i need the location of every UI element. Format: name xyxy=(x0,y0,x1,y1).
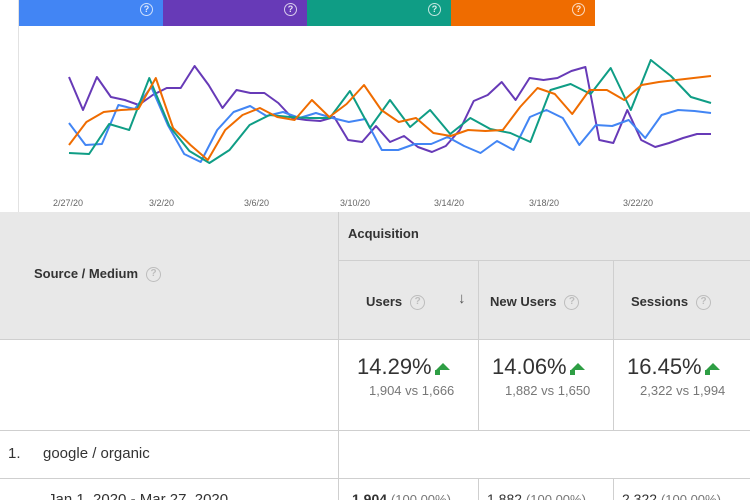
sessions-change: 16.45% xyxy=(627,354,725,380)
new-users-label[interactable]: New Users xyxy=(490,294,557,309)
metric-tab-bounce-rate[interactable]: ? xyxy=(451,0,595,26)
new-users-date-share: (100.00%) xyxy=(525,492,586,500)
divider xyxy=(613,340,614,430)
arrow-up-icon xyxy=(570,363,585,370)
divider xyxy=(338,212,339,500)
help-icon[interactable]: ? xyxy=(572,3,585,16)
series-line-3 xyxy=(68,75,712,161)
new-users-compare: 1,882 vs 1,650 xyxy=(505,383,591,398)
arrow-up-icon xyxy=(435,363,450,370)
new-users-change-value: 14.06% xyxy=(492,354,567,379)
source-medium-label-wrap: Source / Medium? xyxy=(34,266,162,283)
source-medium-header xyxy=(0,212,338,339)
users-label-wrap: Users? xyxy=(366,294,426,311)
users-change: 14.29% xyxy=(357,354,455,380)
divider xyxy=(613,261,614,339)
users-header[interactable] xyxy=(339,261,478,339)
report-table: Source / Medium? Acquisition Users? ↓ Ne… xyxy=(0,212,750,500)
help-icon[interactable]: ? xyxy=(284,3,297,16)
sessions-label[interactable]: Sessions xyxy=(631,294,689,309)
users-compare: 1,904 vs 1,666 xyxy=(369,383,455,398)
divider xyxy=(339,260,750,261)
metric-tab-new-users[interactable]: ? xyxy=(163,0,307,26)
help-icon[interactable]: ? xyxy=(140,3,153,16)
arrow-up-stem xyxy=(705,370,711,375)
help-icon[interactable]: ? xyxy=(428,3,441,16)
chart-card: ? ? ? ? 2/27/20 3/2/20 3/6/20 3/10/20 3/14/2… xyxy=(18,0,750,212)
acquisition-label: Acquisition xyxy=(348,226,419,241)
new-users-header[interactable] xyxy=(479,261,613,339)
arrow-up-icon xyxy=(705,363,720,370)
series-line-0 xyxy=(68,65,711,153)
new-users-label-wrap: New Users? xyxy=(490,294,580,311)
arrow-up-stem xyxy=(435,370,441,375)
x-tick-label: 3/6/20 xyxy=(244,198,269,208)
divider xyxy=(613,479,614,500)
series-line-1 xyxy=(68,86,712,163)
users-date-share: (100.00%) xyxy=(390,492,451,500)
users-date-value: 1,904 (100.00%) xyxy=(352,491,451,500)
x-axis-ticks: 2/27/20 3/2/20 3/6/20 3/10/20 3/14/20 3/18/20… xyxy=(53,198,653,208)
divider xyxy=(478,261,479,339)
users-change-value: 14.29% xyxy=(357,354,432,379)
metric-tab-sessions[interactable]: ? xyxy=(307,0,451,26)
sort-desc-icon[interactable]: ↓ xyxy=(458,290,466,307)
help-icon[interactable]: ? xyxy=(564,295,580,311)
sessions-change-value: 16.45% xyxy=(627,354,702,379)
sessions-header[interactable] xyxy=(614,261,750,339)
row-index: 1. xyxy=(8,445,21,462)
sessions-date-share: (100.00%) xyxy=(660,492,721,500)
sessions-date-value: 2,322 (100.00%) xyxy=(622,491,721,500)
new-users-change: 14.06% xyxy=(492,354,590,380)
new-users-date-number: 1,882 xyxy=(487,491,523,500)
divider xyxy=(0,430,750,431)
metric-tab-users[interactable]: ? xyxy=(19,0,163,26)
line-chart: 2/27/20 3/2/20 3/6/20 3/10/20 3/14/20 3/18/20… xyxy=(53,59,712,208)
x-tick-label: 3/10/20 xyxy=(340,198,370,208)
x-tick-label: 3/18/20 xyxy=(529,198,559,208)
arrow-up-stem xyxy=(570,370,576,375)
help-icon[interactable]: ? xyxy=(146,267,162,283)
series-layer xyxy=(68,59,712,164)
users-date-number: 1,904 xyxy=(352,491,388,500)
x-tick-label: 3/2/20 xyxy=(149,198,174,208)
help-icon[interactable]: ? xyxy=(410,295,426,311)
divider xyxy=(0,339,750,340)
users-label[interactable]: Users xyxy=(366,294,403,309)
metric-tabs: ? ? ? ? xyxy=(19,0,595,26)
x-tick-label: 3/22/20 xyxy=(623,198,653,208)
sessions-compare: 2,322 vs 1,994 xyxy=(640,383,726,398)
divider xyxy=(0,478,750,479)
help-icon[interactable]: ? xyxy=(696,295,712,311)
sessions-label-wrap: Sessions? xyxy=(631,294,712,311)
row-label-google-organic[interactable]: google / organic xyxy=(43,445,150,462)
x-tick-label: 2/27/20 xyxy=(53,198,83,208)
acquisition-header xyxy=(339,212,750,260)
x-tick-label: 3/14/20 xyxy=(434,198,464,208)
series-line-2 xyxy=(68,59,712,164)
divider xyxy=(478,479,479,500)
divider xyxy=(478,340,479,430)
new-users-date-value: 1,882 (100.00%) xyxy=(487,491,586,500)
date-range-label: Jan 1, 2020 - Mar 27, 2020 xyxy=(48,491,229,500)
source-medium-label: Source / Medium xyxy=(34,266,139,281)
sessions-date-number: 2,322 xyxy=(622,491,658,500)
